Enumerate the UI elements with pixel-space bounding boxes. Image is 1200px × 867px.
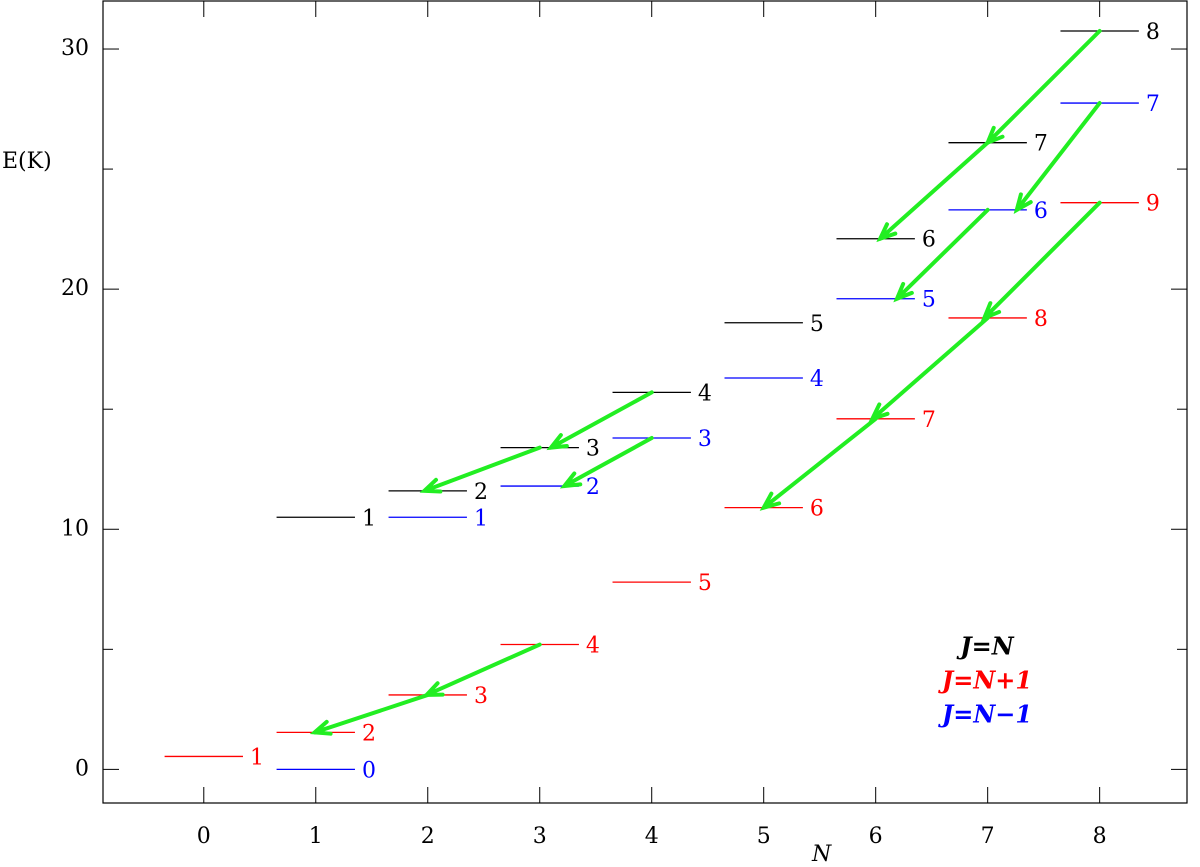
transition-arrow bbox=[893, 207, 990, 303]
transition-arrow bbox=[309, 692, 430, 736]
transition-arrow bbox=[876, 140, 990, 243]
level-label: 1 bbox=[362, 506, 376, 531]
legend-entry: J=N bbox=[956, 632, 1014, 661]
level-label: 7 bbox=[922, 408, 936, 433]
transition-arrow bbox=[546, 390, 654, 451]
level-label: 5 bbox=[698, 571, 712, 596]
transition-arrow bbox=[980, 200, 1102, 322]
level-label: 0 bbox=[362, 758, 376, 783]
level-label: 8 bbox=[1146, 20, 1160, 45]
level-label: 1 bbox=[474, 506, 488, 531]
level-label: 3 bbox=[698, 427, 712, 452]
level-label: 2 bbox=[586, 475, 600, 500]
legend-entry: J=N−1 bbox=[938, 700, 1032, 729]
level-label: 4 bbox=[586, 634, 600, 659]
x-tick-label: 5 bbox=[757, 824, 771, 849]
level-label: 5 bbox=[922, 288, 936, 313]
x-tick-label: 3 bbox=[533, 824, 547, 849]
transition-arrow bbox=[419, 445, 542, 494]
legend-entry: J=N+1 bbox=[938, 666, 1032, 695]
level-label: 1 bbox=[250, 745, 264, 770]
x-tick-label: 0 bbox=[197, 824, 211, 849]
x-tick-label: 1 bbox=[309, 824, 323, 849]
level-label: 2 bbox=[474, 480, 488, 505]
x-axis-label: N bbox=[811, 842, 832, 867]
level-label: 3 bbox=[474, 684, 488, 709]
level-label: 7 bbox=[1034, 132, 1048, 157]
x-tick-label: 7 bbox=[981, 824, 995, 849]
level-label: 6 bbox=[810, 497, 824, 522]
level-label: 9 bbox=[1146, 192, 1160, 217]
x-tick-label: 2 bbox=[421, 824, 435, 849]
level-label: 5 bbox=[810, 312, 824, 337]
transition-arrow bbox=[559, 436, 654, 489]
transition-arrow bbox=[1013, 101, 1102, 214]
level-label: 4 bbox=[810, 367, 824, 392]
y-tick-label: 0 bbox=[75, 756, 89, 781]
y-tick-label: 30 bbox=[61, 36, 89, 61]
y-tick-label: 20 bbox=[61, 276, 89, 301]
x-tick-label: 6 bbox=[869, 824, 883, 849]
y-tick-label: 10 bbox=[61, 516, 89, 541]
transition-arrow bbox=[868, 315, 990, 423]
x-tick-label: 4 bbox=[645, 824, 659, 849]
level-label: 6 bbox=[1034, 199, 1048, 224]
level-label: 7 bbox=[1146, 92, 1160, 117]
level-label: 4 bbox=[698, 381, 712, 406]
y-axis-label: E(K) bbox=[2, 149, 52, 174]
transition-arrow bbox=[759, 416, 878, 511]
plot-frame bbox=[102, 0, 1188, 804]
level-label: 6 bbox=[922, 228, 936, 253]
level-label: 8 bbox=[1034, 307, 1048, 332]
level-label: 2 bbox=[362, 721, 376, 746]
x-tick-label: 8 bbox=[1093, 824, 1107, 849]
level-label: 3 bbox=[586, 437, 600, 462]
